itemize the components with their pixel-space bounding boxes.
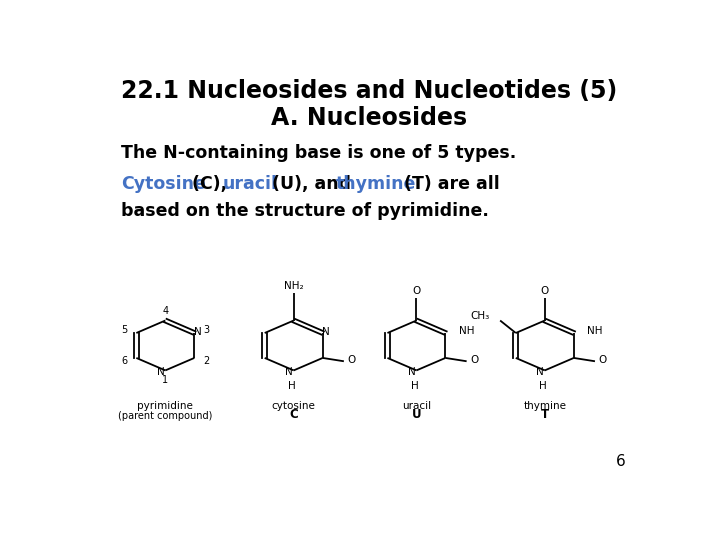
Text: NH₂: NH₂ — [284, 281, 304, 291]
Text: (C),: (C), — [186, 175, 233, 193]
Text: O: O — [348, 355, 356, 365]
Text: H: H — [411, 381, 418, 391]
Text: N: N — [285, 367, 293, 377]
Text: H: H — [539, 381, 547, 391]
Text: cytosine: cytosine — [271, 401, 315, 411]
Text: 5: 5 — [121, 325, 127, 335]
Text: thymine: thymine — [336, 175, 416, 193]
Text: C: C — [289, 408, 298, 421]
Text: The N-containing base is one of 5 types.: The N-containing base is one of 5 types. — [121, 144, 516, 162]
Text: N: N — [408, 367, 416, 377]
Text: O: O — [413, 286, 420, 296]
Text: T: T — [541, 408, 549, 421]
Text: thymine: thymine — [523, 401, 566, 411]
Text: 6: 6 — [616, 454, 626, 469]
Text: O: O — [598, 355, 607, 365]
Text: O: O — [470, 355, 479, 365]
Text: pyrimidine: pyrimidine — [138, 401, 193, 411]
Text: 22.1 Nucleosides and Nucleotides (5): 22.1 Nucleosides and Nucleotides (5) — [121, 79, 617, 103]
Text: N: N — [323, 327, 330, 338]
Text: CH₃: CH₃ — [471, 312, 490, 321]
Text: 4: 4 — [162, 306, 168, 316]
Text: based on the structure of pyrimidine.: based on the structure of pyrimidine. — [121, 202, 489, 220]
Text: 6: 6 — [121, 356, 127, 366]
Text: (T) are all: (T) are all — [398, 175, 500, 193]
Text: H: H — [288, 381, 296, 391]
Text: N: N — [194, 327, 202, 338]
Text: uracil: uracil — [402, 401, 431, 411]
Text: A. Nucleosides: A. Nucleosides — [271, 106, 467, 130]
Text: (parent compound): (parent compound) — [118, 411, 212, 421]
Text: 3: 3 — [204, 325, 210, 335]
Text: 2: 2 — [204, 356, 210, 366]
Text: uracil: uracil — [223, 175, 278, 193]
Text: 1: 1 — [162, 375, 168, 384]
Text: Cytosine: Cytosine — [121, 175, 206, 193]
Text: O: O — [541, 286, 549, 296]
Text: N: N — [157, 367, 165, 377]
Text: U: U — [412, 408, 421, 421]
Text: N: N — [536, 367, 544, 377]
Text: NH: NH — [587, 326, 603, 336]
Text: (U), and: (U), and — [266, 175, 356, 193]
Text: NH: NH — [459, 326, 474, 336]
